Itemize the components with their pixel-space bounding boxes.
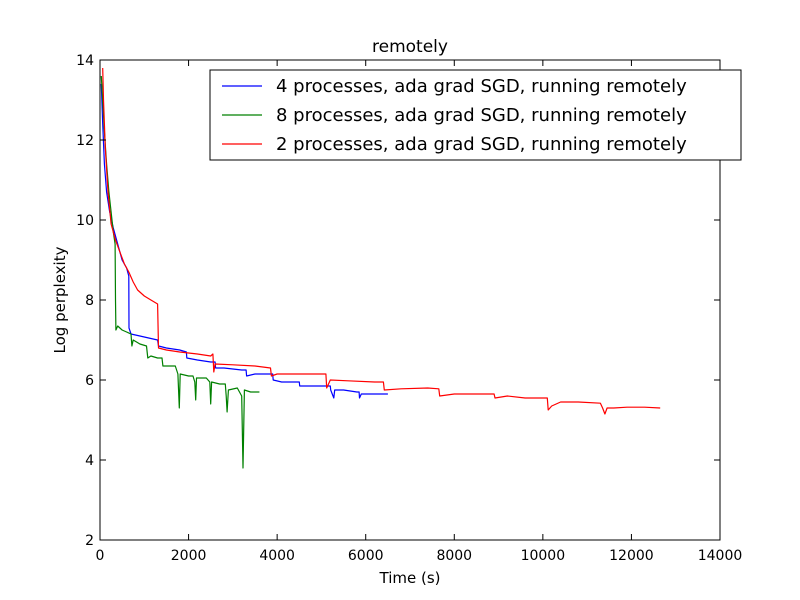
x-tick-label: 10000: [521, 548, 566, 564]
legend: 4 processes, ada grad SGD, running remot…: [209, 69, 742, 161]
y-axis: 2 4 6 8 10 12 14: [76, 53, 720, 549]
y-tick-label: 12: [76, 133, 94, 149]
series-line-2: [100, 75, 260, 469]
legend-label-3: 2 processes, ada grad SGD, running remot…: [276, 134, 687, 155]
y-tick-label: 2: [85, 533, 94, 549]
legend-box: [209, 69, 742, 161]
x-tick-label: 6000: [348, 548, 384, 564]
x-tick-label: 4000: [259, 548, 295, 564]
x-tick-label: 2000: [171, 548, 207, 564]
x-axis: 0 2000 4000 6000 8000 10000 12000 14000: [96, 60, 743, 564]
series-layer: [100, 67, 661, 469]
y-axis-title: Log perplexity: [51, 246, 69, 353]
y-tick-label: 10: [76, 213, 94, 229]
series-line-3: [102, 67, 661, 415]
x-tick-label: 0: [96, 548, 105, 564]
y-tick-label: 4: [85, 453, 94, 469]
x-tick-label: 14000: [698, 548, 743, 564]
x-tick-label: 12000: [609, 548, 654, 564]
y-tick-label: 8: [85, 293, 94, 309]
legend-label-2: 8 processes, ada grad SGD, running remot…: [276, 105, 687, 126]
y-tick-label: 14: [76, 53, 94, 69]
y-tick-label: 6: [85, 373, 94, 389]
x-tick-label: 8000: [436, 548, 472, 564]
legend-label-1: 4 processes, ada grad SGD, running remot…: [276, 76, 687, 97]
x-axis-title: Time (s): [379, 569, 441, 587]
chart-title: remotely: [372, 37, 448, 57]
